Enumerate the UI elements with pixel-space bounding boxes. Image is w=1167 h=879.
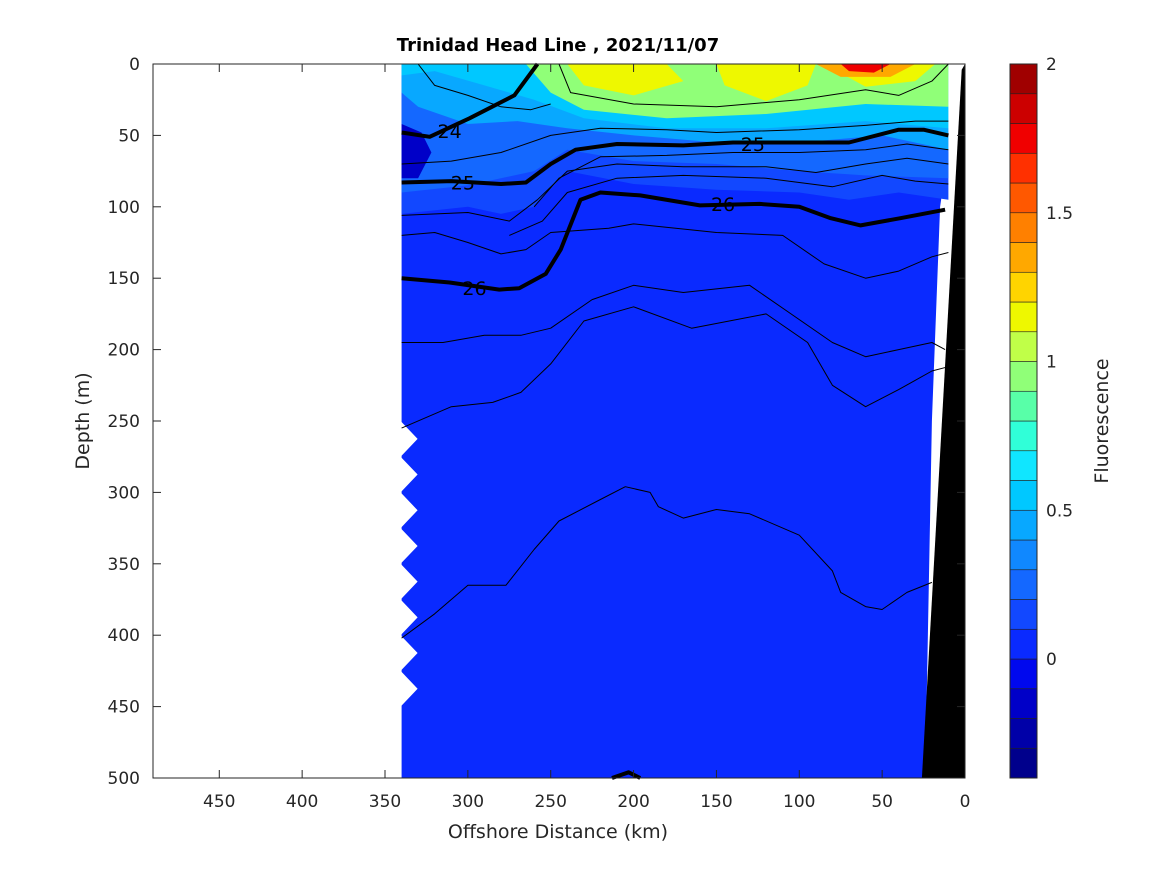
contour-label: 24 xyxy=(438,121,462,143)
contour-label: 25 xyxy=(741,134,765,156)
x-tick-label: 0 xyxy=(960,792,971,812)
colorbar-tick-label: 1 xyxy=(1046,353,1057,373)
x-tick-label: 450 xyxy=(203,792,235,812)
contour-line-26.2 xyxy=(401,284,946,358)
y-tick-label: 100 xyxy=(108,198,140,218)
colorbar-bin xyxy=(1009,390,1038,422)
plot-area: 24 25 25 26 26 xyxy=(152,62,966,780)
y-tick-label: 250 xyxy=(108,412,140,432)
bathymetry xyxy=(921,64,965,778)
colorbar: 0 0.5 1 1.5 2 xyxy=(1009,55,1073,779)
colorbar-bin xyxy=(1009,301,1038,333)
contour-line-26.2 xyxy=(611,770,642,780)
contour-line-26.5 xyxy=(401,486,933,639)
field-region-7 xyxy=(716,64,816,102)
x-tick-label: 50 xyxy=(871,792,893,812)
data-edge-mask xyxy=(400,64,965,707)
y-axis: 0 50 100 150 200 250 300 350 400 450 500 xyxy=(108,55,965,789)
colorbar-tick-label: 0.5 xyxy=(1046,501,1073,521)
contour-line-26.1 xyxy=(401,223,949,279)
contour-line-25.6 xyxy=(509,174,949,236)
contour-label: 26 xyxy=(711,194,735,216)
field-region-10 xyxy=(840,64,891,73)
contour-line-26.3 xyxy=(401,306,949,429)
contour-line-24.5 xyxy=(417,63,551,111)
y-tick-label: 150 xyxy=(108,269,140,289)
x-tick-label: 300 xyxy=(452,792,484,812)
contour-line-25.2 xyxy=(533,143,949,208)
colorbar-bin xyxy=(1009,271,1038,303)
x-tick-label: 100 xyxy=(783,792,815,812)
y-tick-label: 300 xyxy=(108,483,140,503)
chart-title: Trinidad Head Line , 2021/11/07 xyxy=(397,35,719,56)
y-tick-label: 500 xyxy=(108,769,140,789)
colorbar-bin xyxy=(1009,242,1038,273)
colorbar-frame xyxy=(1009,63,1038,779)
colorbar-bin xyxy=(1009,361,1038,392)
contour-label: 26 xyxy=(462,278,486,300)
colorbar-bin xyxy=(1009,152,1038,184)
x-axis-label: Offshore Distance (km) xyxy=(448,821,668,843)
data-edge-notches xyxy=(400,421,418,707)
nodata-wedge xyxy=(948,64,965,236)
colorbar-bin xyxy=(1009,450,1038,481)
x-tick-label: 250 xyxy=(534,792,566,812)
colorbar-bin xyxy=(1009,212,1038,243)
colorbar-bin xyxy=(1009,569,1038,600)
y-tick-label: 450 xyxy=(108,698,140,718)
colorbar-tick-label: 0 xyxy=(1046,650,1057,670)
contour-line-25 xyxy=(401,127,949,186)
x-tick-label: 400 xyxy=(286,792,318,812)
y-tick-label: 350 xyxy=(108,555,140,575)
colorbar-bin xyxy=(1009,539,1038,571)
y-tick-label: 50 xyxy=(118,126,140,146)
bathymetry-polygon xyxy=(921,64,965,778)
colorbar-bin xyxy=(1009,747,1038,779)
x-tick-label: 150 xyxy=(700,792,732,812)
contour-line-24 xyxy=(401,62,540,139)
colorbar-bin xyxy=(1009,658,1038,690)
colorbar-bin xyxy=(1009,480,1038,511)
colorbar-bin xyxy=(1009,93,1038,124)
contour-line-26 xyxy=(401,190,946,292)
y-tick-label: 200 xyxy=(108,341,140,361)
x-tick-label: 350 xyxy=(369,792,401,812)
colorbar-label: Fluorescence xyxy=(1091,358,1113,483)
contour-label: 25 xyxy=(451,173,475,195)
y-tick-label: 400 xyxy=(108,626,140,646)
contour-line-25.4 xyxy=(401,157,949,222)
colorbar-tick-label: 2 xyxy=(1046,55,1057,75)
colorbar-bin xyxy=(1009,599,1038,630)
contour-line-24.6 xyxy=(558,63,949,108)
density-contours: 24 25 25 26 26 xyxy=(401,62,949,780)
colorbar-bin xyxy=(1009,182,1038,214)
colorbar-bin xyxy=(1009,509,1038,541)
fluorescence-field xyxy=(401,64,949,778)
field-region-6 xyxy=(567,64,684,96)
colorbar-bin xyxy=(1009,420,1038,452)
colorbar-tick-label: 1.5 xyxy=(1046,204,1073,224)
x-tick-label: 200 xyxy=(617,792,649,812)
x-axis: 450 400 350 300 250 200 150 100 50 0 xyxy=(203,64,970,812)
colorbar-bin xyxy=(1009,628,1038,660)
y-tick-label: 0 xyxy=(129,55,140,75)
colorbar-bin xyxy=(1009,63,1038,95)
colorbar-bin xyxy=(1009,123,1038,154)
colorbar-bin xyxy=(1009,688,1038,719)
y-axis-label: Depth (m) xyxy=(72,372,94,469)
colorbar-bin xyxy=(1009,718,1038,749)
field-region-0 xyxy=(401,64,949,778)
colorbar-bin xyxy=(1009,331,1038,362)
contour-line-24.8 xyxy=(401,120,949,165)
